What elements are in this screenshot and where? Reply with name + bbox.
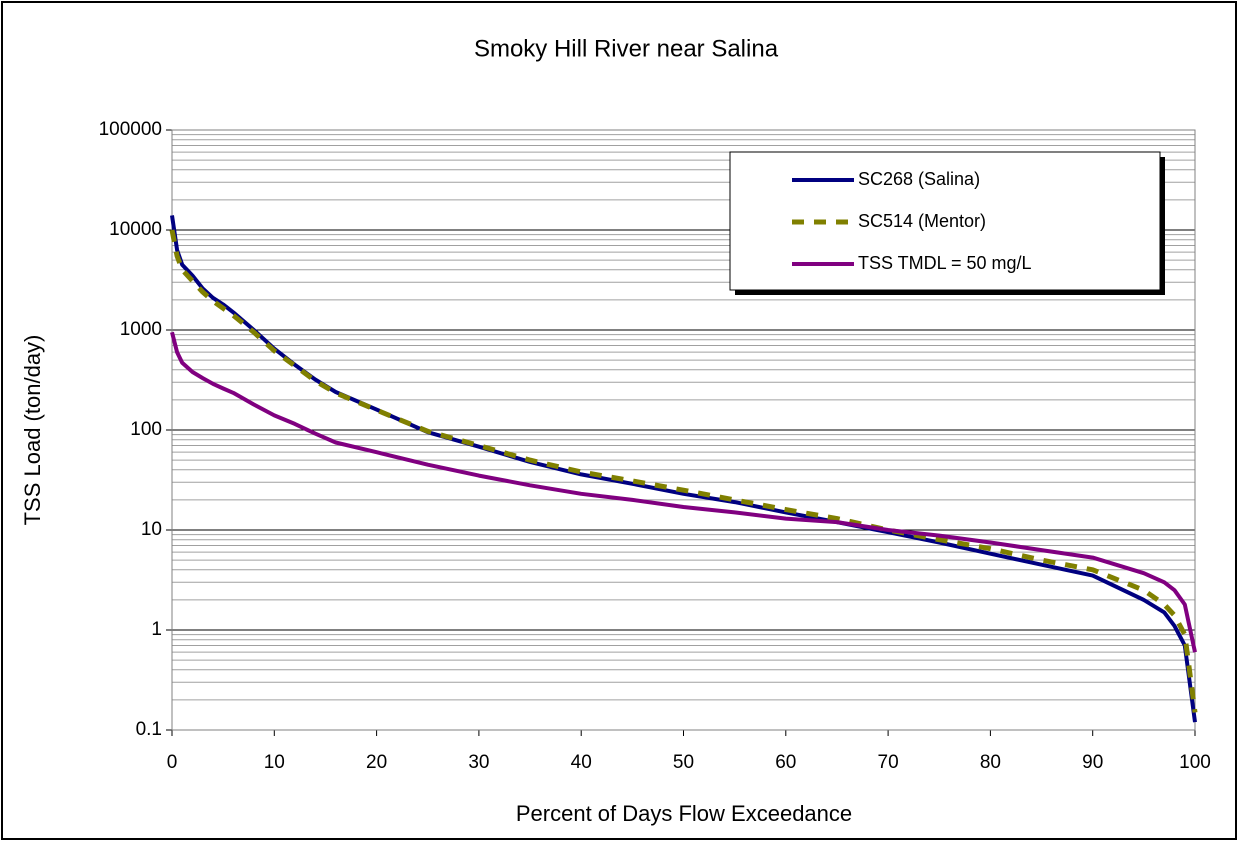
legend-label: TSS TMDL = 50 mg/L (858, 253, 1032, 273)
x-tick-label: 90 (1082, 752, 1103, 773)
y-tick-label: 10 (141, 519, 162, 540)
legend-label: SC514 (Mentor) (858, 211, 986, 231)
x-tick-label: 60 (775, 752, 796, 773)
x-axis-label: Percent of Days Flow Exceedance (516, 801, 852, 826)
x-tick-label: 70 (878, 752, 899, 773)
y-tick-label: 1000 (120, 319, 162, 340)
y-axis-label: TSS Load (ton/day) (20, 335, 45, 526)
x-tick-label: 0 (167, 752, 178, 773)
x-tick-label: 100 (1179, 752, 1211, 773)
series-line (170, 331, 1197, 653)
legend-label: SC268 (Salina) (858, 169, 980, 189)
x-tick-label: 30 (468, 752, 489, 773)
chart-title: Smoky Hill River near Salina (474, 35, 779, 62)
x-tick-label: 20 (366, 752, 387, 773)
y-tick-label: 100 (130, 419, 162, 440)
y-tick-label: 0.1 (136, 719, 162, 740)
x-tick-label: 80 (980, 752, 1001, 773)
series-line (169, 229, 1198, 713)
x-tick-label: 50 (673, 752, 694, 773)
y-tick-label: 10000 (109, 219, 162, 240)
x-tick-label: 10 (264, 752, 285, 773)
y-tick-label: 100000 (99, 119, 162, 140)
plot-border (171, 129, 1196, 731)
y-tick-label: 1 (151, 619, 162, 640)
x-tick-label: 40 (571, 752, 592, 773)
